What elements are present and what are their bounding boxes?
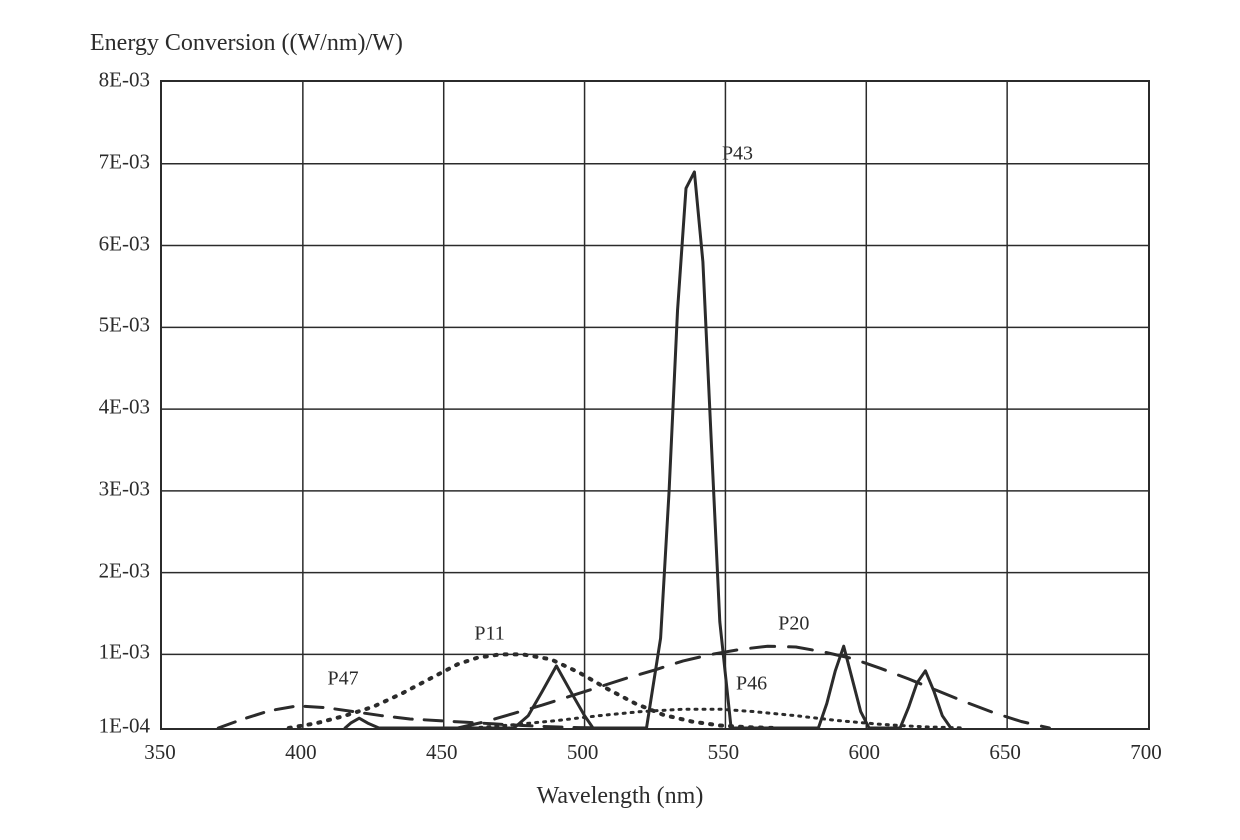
series-p47 <box>218 706 607 728</box>
annotation-p20: P20 <box>778 612 809 635</box>
chart-container: Energy Conversion ((W/nm)/W) Wavelength … <box>0 0 1240 840</box>
x-tick-label: 400 <box>285 740 317 765</box>
x-tick-label: 700 <box>1130 740 1162 765</box>
y-tick-label: 7E-03 <box>80 149 150 174</box>
y-tick-label: 3E-03 <box>80 476 150 501</box>
x-tick-label: 650 <box>989 740 1021 765</box>
y-tick-label: 8E-03 <box>80 68 150 93</box>
annotation-p43: P43 <box>722 142 753 165</box>
x-tick-label: 600 <box>849 740 881 765</box>
y-tick-label: 2E-03 <box>80 558 150 583</box>
plot-svg <box>162 82 1148 728</box>
annotation-p11: P11 <box>474 622 504 645</box>
series-p11 <box>289 654 776 728</box>
annotation-p46: P46 <box>736 673 767 696</box>
y-tick-label: 1E-04 <box>80 714 150 739</box>
series-p43 <box>345 172 951 728</box>
x-tick-label: 350 <box>144 740 176 765</box>
y-tick-label: 5E-03 <box>80 313 150 338</box>
x-axis-title: Wavelength (nm) <box>0 783 1240 810</box>
x-tick-label: 500 <box>567 740 599 765</box>
y-tick-label: 6E-03 <box>80 231 150 256</box>
y-tick-label: 4E-03 <box>80 395 150 420</box>
plot-area <box>160 80 1150 730</box>
x-tick-label: 450 <box>426 740 458 765</box>
annotation-p47: P47 <box>328 668 359 691</box>
y-axis-title: Energy Conversion ((W/nm)/W) <box>90 30 403 57</box>
y-tick-label: 1E-03 <box>80 640 150 665</box>
x-tick-label: 550 <box>708 740 740 765</box>
